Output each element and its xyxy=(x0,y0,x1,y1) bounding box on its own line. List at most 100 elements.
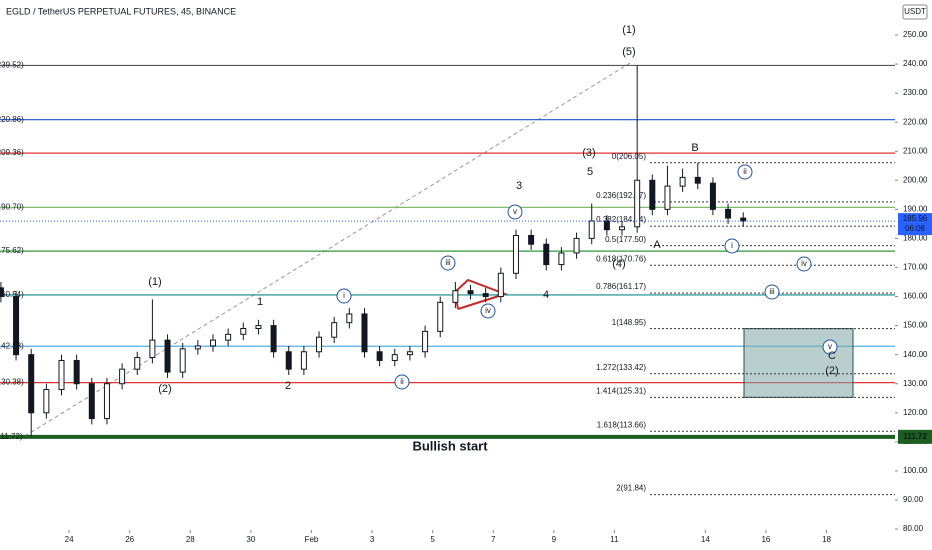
fib-label: 0.618(170.76) xyxy=(596,254,646,263)
candle-body xyxy=(482,293,489,298)
y-axis xyxy=(895,0,932,550)
wave-label: C xyxy=(828,350,836,362)
wave-label: ii xyxy=(743,167,747,176)
x-tick-label: 26 xyxy=(125,535,134,544)
y-tick-label: 120.00 xyxy=(903,408,928,417)
x-tick-label: 30 xyxy=(246,535,255,544)
candle-body xyxy=(406,351,413,356)
candle-body xyxy=(270,325,277,353)
y-tick-label: 140.00 xyxy=(903,350,928,359)
candle-body xyxy=(0,287,4,298)
fib-label: 0.382(184.24) xyxy=(596,215,646,224)
wave-label: iii xyxy=(769,287,775,296)
candle-body xyxy=(679,176,686,187)
level-label: (209.36) xyxy=(0,148,24,157)
wave-label: i xyxy=(343,291,345,300)
currency: USDT xyxy=(904,7,926,16)
currency-box xyxy=(902,4,928,20)
candle-body xyxy=(28,354,35,414)
x-tick-label: 7 xyxy=(491,535,496,544)
fib-label: 0(206.05) xyxy=(612,152,647,161)
candle-body xyxy=(619,226,626,231)
candle-body xyxy=(194,345,201,350)
x-axis xyxy=(0,532,895,550)
y-tick-label: 200.00 xyxy=(903,175,928,184)
plot: (239.52) (220.86) (209.36) (190.70) (175.62)… xyxy=(0,24,895,496)
wave-label: (5) xyxy=(622,46,635,58)
y-tick-label: 250.00 xyxy=(903,30,928,39)
target-zone xyxy=(743,328,854,398)
x-tick-label: 16 xyxy=(761,535,770,544)
wave-label: (2) xyxy=(825,365,838,377)
fib-label: 2(91.84) xyxy=(616,484,646,493)
y-tick-label: 170.00 xyxy=(903,263,928,272)
candle-body xyxy=(694,176,701,184)
candle-body xyxy=(255,325,262,329)
annotation: Bullish start xyxy=(412,438,488,453)
x-tick-label: Feb xyxy=(305,535,319,544)
price-tag xyxy=(898,213,932,236)
y-tick-label: 220.00 xyxy=(903,117,928,126)
y-tick-label: 160.00 xyxy=(903,292,928,301)
wave-label: B xyxy=(691,142,698,154)
candle-body xyxy=(88,383,95,420)
candle-body xyxy=(225,333,232,341)
candle-body xyxy=(634,179,641,228)
countdown: 06:06 xyxy=(905,224,926,233)
candle-body xyxy=(603,220,610,231)
candle-body xyxy=(361,313,368,353)
wave-label: (2) xyxy=(158,383,171,395)
wave-label: 4 xyxy=(543,289,549,301)
wave-circle xyxy=(440,255,456,271)
candle-body xyxy=(376,351,383,361)
x-tick-label: 18 xyxy=(822,535,831,544)
wave-label: 5 xyxy=(587,166,593,178)
y-tick-label: 150.00 xyxy=(903,321,928,330)
wave-label: iv xyxy=(485,306,491,315)
candle-body xyxy=(649,179,656,210)
candle-body xyxy=(437,301,444,332)
level-label: (239.52) xyxy=(0,61,24,70)
candle-body xyxy=(512,235,519,274)
candle-body xyxy=(422,330,429,353)
wave-circle xyxy=(724,238,740,254)
candle-body xyxy=(58,359,65,391)
level-label: (142.88) xyxy=(0,341,24,350)
y-tick-label: 210.00 xyxy=(903,146,928,155)
x-tick-label: 11 xyxy=(610,535,619,544)
candle-body xyxy=(164,339,171,373)
candle-body xyxy=(134,357,141,370)
candle-body xyxy=(331,322,338,338)
wave-label: iii xyxy=(445,258,451,267)
candle-body xyxy=(13,296,20,356)
x-tick-label: 14 xyxy=(701,535,710,544)
fib-label: 1.618(113.66) xyxy=(597,420,647,429)
wave-label: 1 xyxy=(257,296,263,308)
candle-body xyxy=(240,327,247,335)
y-tick-label: 80.00 xyxy=(903,524,924,533)
x-tick-label: 24 xyxy=(65,535,74,544)
level-label: (160.54) xyxy=(0,290,24,299)
y-tick-label: 130.00 xyxy=(903,379,928,388)
wave-label: A xyxy=(653,239,661,251)
candle-body xyxy=(285,351,292,370)
candle-body xyxy=(452,290,459,303)
y-tick-label: 90.00 xyxy=(903,495,924,504)
y-tick-label: 180.00 xyxy=(903,234,928,243)
y-tick-label: 100.00 xyxy=(903,466,928,475)
wave-label: (1) xyxy=(622,24,635,36)
fib-label: 0.786(161.17) xyxy=(596,282,646,291)
level-label: (175.62) xyxy=(0,246,24,255)
level-label: (130.38) xyxy=(0,378,24,387)
y-tick-label: 190.00 xyxy=(903,204,928,213)
candle-body xyxy=(316,336,323,353)
price-tag-value: 185.96 xyxy=(903,214,928,223)
candle-body xyxy=(73,359,80,385)
candle-body xyxy=(588,220,595,239)
level-tag xyxy=(898,429,932,444)
candle-body xyxy=(391,354,398,361)
candle-body xyxy=(300,351,307,370)
x-tick-label: 9 xyxy=(552,535,557,544)
y-tick-label: 240.00 xyxy=(903,59,928,68)
